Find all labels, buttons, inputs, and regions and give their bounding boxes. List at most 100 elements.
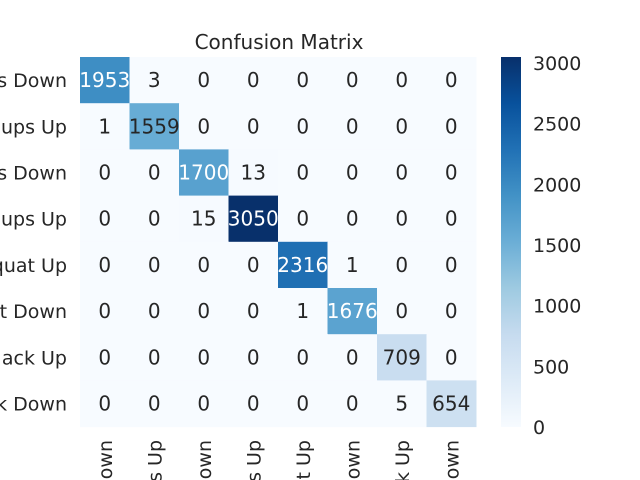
heatmap-cell: [129, 195, 180, 243]
cell-value: 0: [445, 68, 458, 92]
cell-value: 0: [148, 299, 161, 323]
cell-value: 0: [296, 345, 309, 369]
cell-value: 0: [98, 207, 111, 231]
cell-value: 1953: [79, 68, 130, 92]
cell-value: 0: [346, 114, 359, 138]
cell-value: 0: [247, 392, 260, 416]
cell-value: 1: [296, 299, 309, 323]
cell-value: 0: [395, 253, 408, 277]
heatmap-cell: [179, 241, 229, 289]
cell-value: 0: [98, 392, 111, 416]
heatmap-cell: [426, 288, 477, 335]
heatmap-cell: [426, 241, 477, 289]
cell-value: 0: [346, 345, 359, 369]
heatmap-cell: [129, 149, 180, 197]
cell-value: 0: [445, 253, 458, 277]
column-label: t Up: [293, 440, 315, 479]
heatmap-cell: [80, 57, 130, 104]
heatmap-cell: [179, 195, 229, 243]
cell-value: 0: [445, 345, 458, 369]
heatmap-cell: [278, 149, 328, 197]
heatmap-cell: [80, 334, 130, 381]
heatmap-cell: [377, 380, 427, 428]
heatmap-cell: [228, 149, 279, 197]
cell-value: 5: [395, 392, 408, 416]
cell-value: 15: [191, 207, 216, 231]
heatmap-cells: 1953 3 0 0 0 0 0 01 1559 0 0 0 0 0 00 0 1700 13 0 0 0 00 0 15 30…: [79, 57, 477, 428]
heatmap-cell: [377, 288, 427, 335]
cell-value: 1559: [129, 114, 180, 138]
cell-value: 0: [247, 68, 260, 92]
cell-value: 0: [148, 207, 161, 231]
heatmap-cell: [228, 57, 279, 104]
cell-value: 0: [395, 161, 408, 185]
heatmap-cell: [278, 57, 328, 104]
cell-value: 0: [247, 345, 260, 369]
heatmap-cell: [426, 195, 477, 243]
row-label: ups Up: [1, 116, 67, 138]
heatmap-cell: [278, 195, 328, 243]
cell-value: 0: [296, 68, 309, 92]
heatmap-cell: [179, 334, 229, 381]
column-label: s Up: [243, 440, 265, 480]
heatmap-cell: [426, 149, 477, 197]
column-label: own: [194, 440, 216, 479]
cell-value: 1: [98, 114, 111, 138]
heatmap-cell: [377, 241, 427, 289]
heatmap-cell: [129, 334, 180, 381]
cell-value: 13: [241, 161, 266, 185]
heatmap-cell: [228, 288, 279, 335]
cell-value: 0: [148, 345, 161, 369]
colorbar-tick-label: 1000: [533, 296, 581, 318]
row-label: ack Up: [2, 347, 67, 369]
heatmap-cell: [377, 57, 427, 104]
heatmap-cell: [426, 334, 477, 381]
heatmap-cell: [327, 288, 378, 335]
cell-value: 0: [197, 253, 210, 277]
heatmap-cell: [179, 103, 229, 150]
cell-value: 0: [395, 114, 408, 138]
cell-value: 0: [98, 299, 111, 323]
heatmap-cell: [179, 288, 229, 335]
heatmap-cell: [80, 195, 130, 243]
heatmap-cell: [377, 334, 427, 381]
cell-value: 0: [445, 299, 458, 323]
cell-value: 0: [445, 161, 458, 185]
heatmap-cell: [80, 380, 130, 428]
colorbar-tick-label: 500: [533, 356, 569, 378]
cell-value: 0: [296, 161, 309, 185]
heatmap-cell: [327, 334, 378, 381]
cell-value: 0: [247, 299, 260, 323]
cell-value: 0: [98, 345, 111, 369]
heatmap-cell: [278, 241, 328, 289]
cell-value: 0: [197, 345, 210, 369]
heatmap-cell: [129, 288, 180, 335]
cell-value: 1: [346, 253, 359, 277]
column-label: own: [441, 440, 463, 479]
cell-value: 709: [383, 345, 421, 369]
column-label: own: [342, 440, 364, 479]
cell-value: 0: [395, 207, 408, 231]
cell-value: 0: [197, 392, 210, 416]
colorbar-tick-label: 1500: [533, 235, 581, 257]
cell-value: 0: [296, 114, 309, 138]
colorbar-tick-label: 2500: [533, 114, 581, 136]
cell-value: 0: [296, 392, 309, 416]
heatmap-cell: [129, 57, 180, 104]
heatmap-cell: [228, 103, 279, 150]
heatmap-cell: [327, 57, 378, 104]
row-label: k Down: [0, 394, 67, 416]
column-label: k Up: [392, 440, 414, 480]
heatmap-cell: [426, 103, 477, 150]
heatmap-cell: [327, 241, 378, 289]
heatmap-cell: [228, 195, 279, 243]
heatmap-cell: [179, 57, 229, 104]
heatmap-cell: [278, 380, 328, 428]
heatmap-cell: [377, 149, 427, 197]
heatmap-cell: [179, 380, 229, 428]
row-label: ups Up: [1, 209, 67, 231]
heatmap-cell: [327, 103, 378, 150]
heatmap-cell: [129, 380, 180, 428]
cell-value: 0: [296, 207, 309, 231]
